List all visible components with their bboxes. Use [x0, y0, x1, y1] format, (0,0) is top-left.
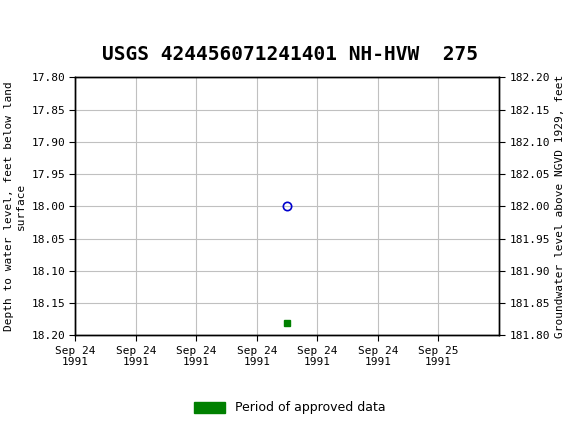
Text: ≡USGS: ≡USGS [6, 16, 93, 36]
Y-axis label: Groundwater level above NGVD 1929, feet: Groundwater level above NGVD 1929, feet [555, 75, 566, 338]
Y-axis label: Depth to water level, feet below land
surface: Depth to water level, feet below land su… [4, 82, 26, 331]
Text: ≈USGS: ≈USGS [3, 16, 79, 35]
Text: USGS 424456071241401 NH-HVW  275: USGS 424456071241401 NH-HVW 275 [102, 45, 478, 64]
Legend: Period of approved data: Period of approved data [189, 396, 391, 419]
